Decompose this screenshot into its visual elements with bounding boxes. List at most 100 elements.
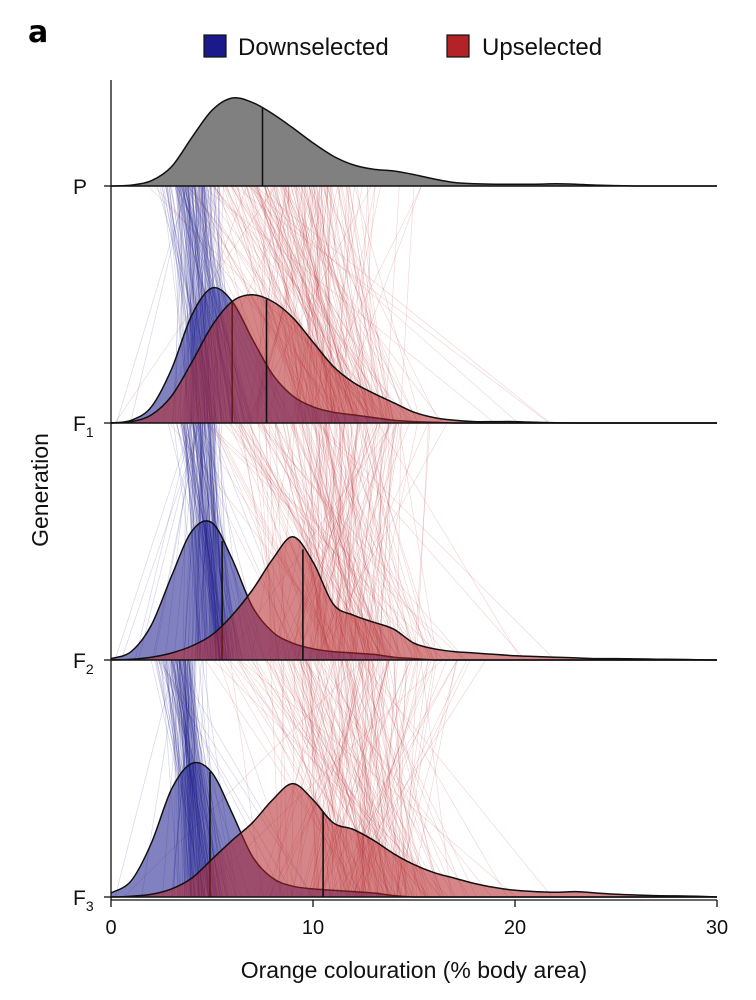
lineage-line-upselected bbox=[396, 659, 429, 898]
row-label-f2: F2 bbox=[73, 650, 94, 677]
lineage-line-upselected bbox=[282, 185, 375, 424]
lineage-line-upselected bbox=[388, 422, 391, 661]
lineage-line-upselected bbox=[380, 659, 441, 898]
lineage-line-upselected bbox=[357, 659, 415, 898]
lineage-line-upselected bbox=[266, 659, 441, 898]
lineage-line-upselected bbox=[338, 422, 432, 661]
lineage-line-upselected bbox=[348, 185, 395, 424]
lineage-line-upselected bbox=[330, 185, 390, 424]
lineage-line-upselected bbox=[212, 659, 449, 898]
lineage-line-upselected bbox=[240, 659, 517, 898]
lineage-line-upselected bbox=[341, 422, 381, 661]
lineage-line-upselected bbox=[114, 185, 276, 424]
row-label-p: P bbox=[73, 176, 87, 199]
lineage-line-upselected bbox=[416, 422, 429, 661]
lineage-line-upselected bbox=[364, 422, 434, 661]
lineage-line-upselected bbox=[334, 422, 388, 661]
lineage-line-upselected bbox=[293, 422, 388, 661]
density-curves bbox=[110, 96, 718, 898]
lineage-line-upselected bbox=[343, 422, 418, 661]
lineage-line-upselected bbox=[356, 185, 376, 424]
lineage-line-upselected bbox=[290, 659, 428, 898]
lineage-line-upselected bbox=[312, 422, 433, 661]
x-tick-label: 0 bbox=[105, 917, 116, 939]
x-tick-label: 30 bbox=[706, 917, 728, 939]
lineage-line-upselected bbox=[319, 422, 435, 661]
lineage-line-upselected bbox=[327, 422, 420, 661]
lineage-line-upselected bbox=[358, 422, 429, 661]
lineage-line-upselected bbox=[393, 659, 407, 898]
lineage-line-upselected bbox=[410, 659, 457, 898]
legend-swatch-upselected bbox=[446, 34, 470, 58]
lineage-line-upselected bbox=[223, 422, 428, 661]
density-area-upselected bbox=[111, 536, 717, 660]
legend-swatch-downselected bbox=[203, 34, 227, 58]
lineage-line-upselected bbox=[240, 422, 401, 661]
density-outline-upselected bbox=[110, 536, 718, 661]
lineage-line-upselected bbox=[253, 185, 392, 424]
lineage-line-upselected bbox=[336, 185, 395, 424]
lineage-line-upselected bbox=[284, 185, 377, 424]
lineage-line-upselected bbox=[365, 422, 413, 661]
lineage-line-upselected bbox=[378, 422, 394, 661]
lineage-line-upselected bbox=[305, 659, 424, 898]
lineage-line-downselected bbox=[134, 422, 193, 661]
lineage-line-upselected bbox=[240, 185, 396, 424]
lineage-line-upselected bbox=[238, 659, 441, 898]
lineage-line-upselected bbox=[379, 422, 383, 661]
lineage-line-upselected bbox=[317, 659, 433, 898]
density-outline-upselected bbox=[110, 782, 718, 898]
lineage-line-upselected bbox=[367, 659, 466, 898]
lineage-line-upselected bbox=[384, 185, 400, 424]
lineage-line-upselected bbox=[283, 185, 420, 424]
lineage-line-upselected bbox=[413, 422, 431, 661]
lineage-line-upselected bbox=[340, 185, 383, 424]
lineage-line-upselected bbox=[376, 422, 383, 661]
x-ticks: 0 10 20 30 bbox=[105, 900, 728, 939]
lineage-line-upselected bbox=[398, 422, 438, 661]
lineage-line-upselected bbox=[202, 185, 495, 424]
lineage-line-upselected bbox=[348, 659, 426, 898]
lineage-line-upselected bbox=[357, 659, 444, 898]
lineage-line-upselected bbox=[212, 185, 413, 424]
lineage-line-upselected bbox=[365, 659, 429, 898]
lineage-line-upselected bbox=[269, 185, 388, 424]
lineage-line-upselected bbox=[354, 185, 422, 424]
lineage-line-upselected bbox=[308, 185, 419, 424]
lineage-line-upselected bbox=[308, 185, 371, 424]
lineage-line-upselected bbox=[340, 422, 387, 661]
lineage-line-upselected bbox=[362, 422, 439, 661]
lineage-line-upselected bbox=[326, 185, 408, 424]
lineage-line-upselected bbox=[377, 422, 395, 661]
lineage-line-upselected bbox=[263, 185, 401, 424]
lineage-line-upselected bbox=[359, 659, 553, 898]
lineage-line-upselected bbox=[249, 185, 386, 424]
lineage-line-upselected bbox=[257, 185, 406, 424]
lineage-line-upselected bbox=[341, 185, 389, 424]
lineage-line-upselected bbox=[329, 185, 375, 424]
lineage-line-upselected bbox=[303, 659, 429, 898]
row-label-f1: F1 bbox=[73, 413, 94, 440]
lineage-line-upselected bbox=[370, 659, 426, 898]
lineage-line-upselected bbox=[234, 185, 550, 424]
lineage-line-upselected bbox=[355, 185, 369, 424]
lineage-line-upselected bbox=[327, 185, 378, 424]
lineage-line-upselected bbox=[362, 659, 422, 898]
panel-label: a bbox=[28, 15, 48, 50]
lineage-line-upselected bbox=[322, 659, 455, 898]
lineage-line-downselected bbox=[130, 185, 187, 424]
lineage-line-upselected bbox=[321, 422, 414, 661]
lineage-line-upselected bbox=[369, 659, 508, 898]
lineage-line-upselected bbox=[204, 422, 445, 661]
lineage-line-upselected bbox=[362, 659, 477, 898]
lineage-line-upselected bbox=[347, 185, 369, 424]
lineage-line-upselected bbox=[349, 422, 407, 661]
lineage-line-upselected bbox=[311, 659, 443, 898]
density-area-upselected bbox=[111, 294, 576, 423]
lineage-line-upselected bbox=[357, 422, 401, 661]
lineage-line-upselected bbox=[323, 185, 368, 424]
lineage-line-upselected bbox=[312, 185, 387, 424]
lineage-line-upselected bbox=[325, 659, 436, 898]
lineage-line-upselected bbox=[313, 185, 371, 424]
